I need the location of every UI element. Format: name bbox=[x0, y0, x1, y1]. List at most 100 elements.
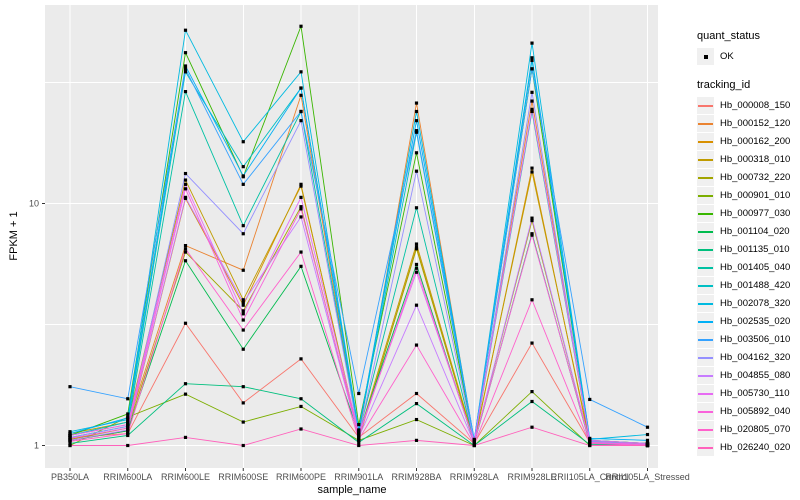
data-point bbox=[357, 391, 361, 396]
data-point bbox=[357, 431, 361, 436]
data-point bbox=[299, 207, 303, 211]
data-point bbox=[414, 245, 419, 249]
data-point bbox=[472, 437, 476, 441]
legend-item-label: Hb_004162_320 bbox=[720, 352, 791, 363]
legend-item: Hb_000008_150 bbox=[697, 97, 799, 114]
data-point bbox=[183, 51, 188, 55]
legend-key bbox=[697, 403, 714, 420]
legend-line-icon bbox=[698, 176, 713, 179]
data-point bbox=[588, 397, 592, 402]
data-point bbox=[414, 401, 419, 406]
legend-item-label: Hb_000008_150 bbox=[720, 100, 791, 111]
panel-background bbox=[45, 5, 658, 468]
data-point bbox=[183, 243, 188, 248]
data-point bbox=[414, 343, 419, 347]
legend-item: Hb_000901_010 bbox=[697, 187, 799, 204]
data-point bbox=[414, 247, 419, 251]
y-tick-label: 1 bbox=[34, 441, 39, 451]
data-point bbox=[241, 328, 245, 332]
data-point bbox=[299, 357, 303, 361]
legend-key bbox=[697, 205, 714, 222]
legend-item-label: Hb_001135_010 bbox=[720, 244, 790, 255]
legend-item-label: Hb_000732_220 bbox=[720, 172, 791, 183]
data-point bbox=[414, 101, 419, 105]
legend-item: Hb_020805_070 bbox=[697, 421, 799, 438]
legend-item-label: Hb_000977_030 bbox=[720, 208, 791, 219]
data-point bbox=[299, 109, 303, 114]
data-point bbox=[126, 412, 130, 416]
legend-line-icon bbox=[698, 230, 713, 233]
x-tick-label: PB350LA bbox=[51, 472, 89, 482]
legend-line-icon bbox=[698, 446, 713, 449]
legend-key bbox=[697, 151, 714, 168]
legend-item: Hb_001405_040 bbox=[697, 259, 799, 276]
data-point bbox=[183, 250, 188, 254]
y-axis-title: FPKM + 1 bbox=[8, 211, 20, 261]
x-tick-label: RRIM901LA bbox=[334, 472, 383, 482]
x-tick-label: RRIM600LE bbox=[161, 472, 210, 482]
data-point bbox=[126, 420, 130, 424]
data-point bbox=[299, 264, 303, 268]
data-point bbox=[241, 443, 245, 448]
legend-line-icon bbox=[698, 104, 713, 107]
legend: quant_status OK tracking_id Hb_000008_15… bbox=[697, 30, 799, 457]
x-tick-label: RRIM600SE bbox=[218, 472, 268, 482]
legend-item: Hb_000162_200 bbox=[697, 133, 799, 150]
data-point bbox=[299, 205, 303, 209]
data-point bbox=[414, 119, 419, 123]
data-point bbox=[414, 438, 419, 442]
legend-line-icon bbox=[698, 266, 713, 269]
legend-line-icon bbox=[698, 140, 713, 143]
data-point bbox=[126, 431, 130, 436]
data-point bbox=[241, 174, 245, 178]
data-point bbox=[183, 259, 188, 263]
data-point bbox=[299, 86, 303, 90]
legend-item-label: Hb_001104_020 bbox=[720, 226, 790, 237]
data-point bbox=[530, 341, 534, 345]
legend-item-label: OK bbox=[720, 51, 734, 62]
data-point bbox=[588, 438, 592, 442]
data-point bbox=[530, 298, 534, 302]
legend-item: Hb_005730_110 bbox=[697, 385, 799, 402]
legend-key bbox=[697, 367, 714, 384]
legend-title-tracking-id: tracking_id bbox=[697, 79, 751, 91]
data-point bbox=[183, 382, 188, 386]
data-point bbox=[126, 417, 130, 422]
data-point bbox=[68, 441, 72, 446]
data-point bbox=[472, 440, 476, 444]
data-point bbox=[299, 215, 303, 219]
legend-item: Hb_003506_010 bbox=[697, 331, 799, 348]
legend-line-icon bbox=[698, 392, 713, 395]
data-point bbox=[530, 425, 534, 429]
data-point bbox=[357, 423, 361, 427]
legend-item: Hb_005892_040 bbox=[697, 403, 799, 420]
legend-item: Hb_004855_080 bbox=[697, 367, 799, 384]
data-point bbox=[68, 439, 72, 443]
legend-item-label: Hb_003506_010 bbox=[720, 334, 791, 345]
x-tick-label: RRIM600PE bbox=[276, 472, 326, 482]
data-point bbox=[183, 178, 188, 182]
data-point bbox=[183, 187, 188, 191]
legend-item: Hb_000732_220 bbox=[697, 169, 799, 186]
data-point bbox=[357, 428, 361, 432]
data-point bbox=[68, 431, 72, 436]
data-point bbox=[414, 417, 419, 422]
data-point bbox=[126, 428, 130, 432]
legend-key bbox=[697, 169, 714, 186]
data-point bbox=[299, 250, 303, 254]
data-point bbox=[126, 426, 130, 430]
data-point bbox=[530, 107, 534, 111]
data-point bbox=[183, 321, 188, 325]
legend-item-label: Hb_000152_120 bbox=[720, 118, 791, 129]
data-point bbox=[299, 195, 303, 199]
legend-item-label: Hb_000901_010 bbox=[720, 190, 791, 201]
data-point bbox=[68, 433, 72, 438]
legend-item: Hb_001488_420 bbox=[697, 277, 799, 294]
legend-item-label: Hb_004855_080 bbox=[720, 370, 791, 381]
legend-line-icon bbox=[698, 338, 713, 341]
legend-item: Hb_026240_020 bbox=[697, 439, 799, 456]
data-point bbox=[530, 170, 534, 174]
data-point bbox=[414, 262, 419, 267]
legend-line-icon bbox=[698, 122, 713, 125]
